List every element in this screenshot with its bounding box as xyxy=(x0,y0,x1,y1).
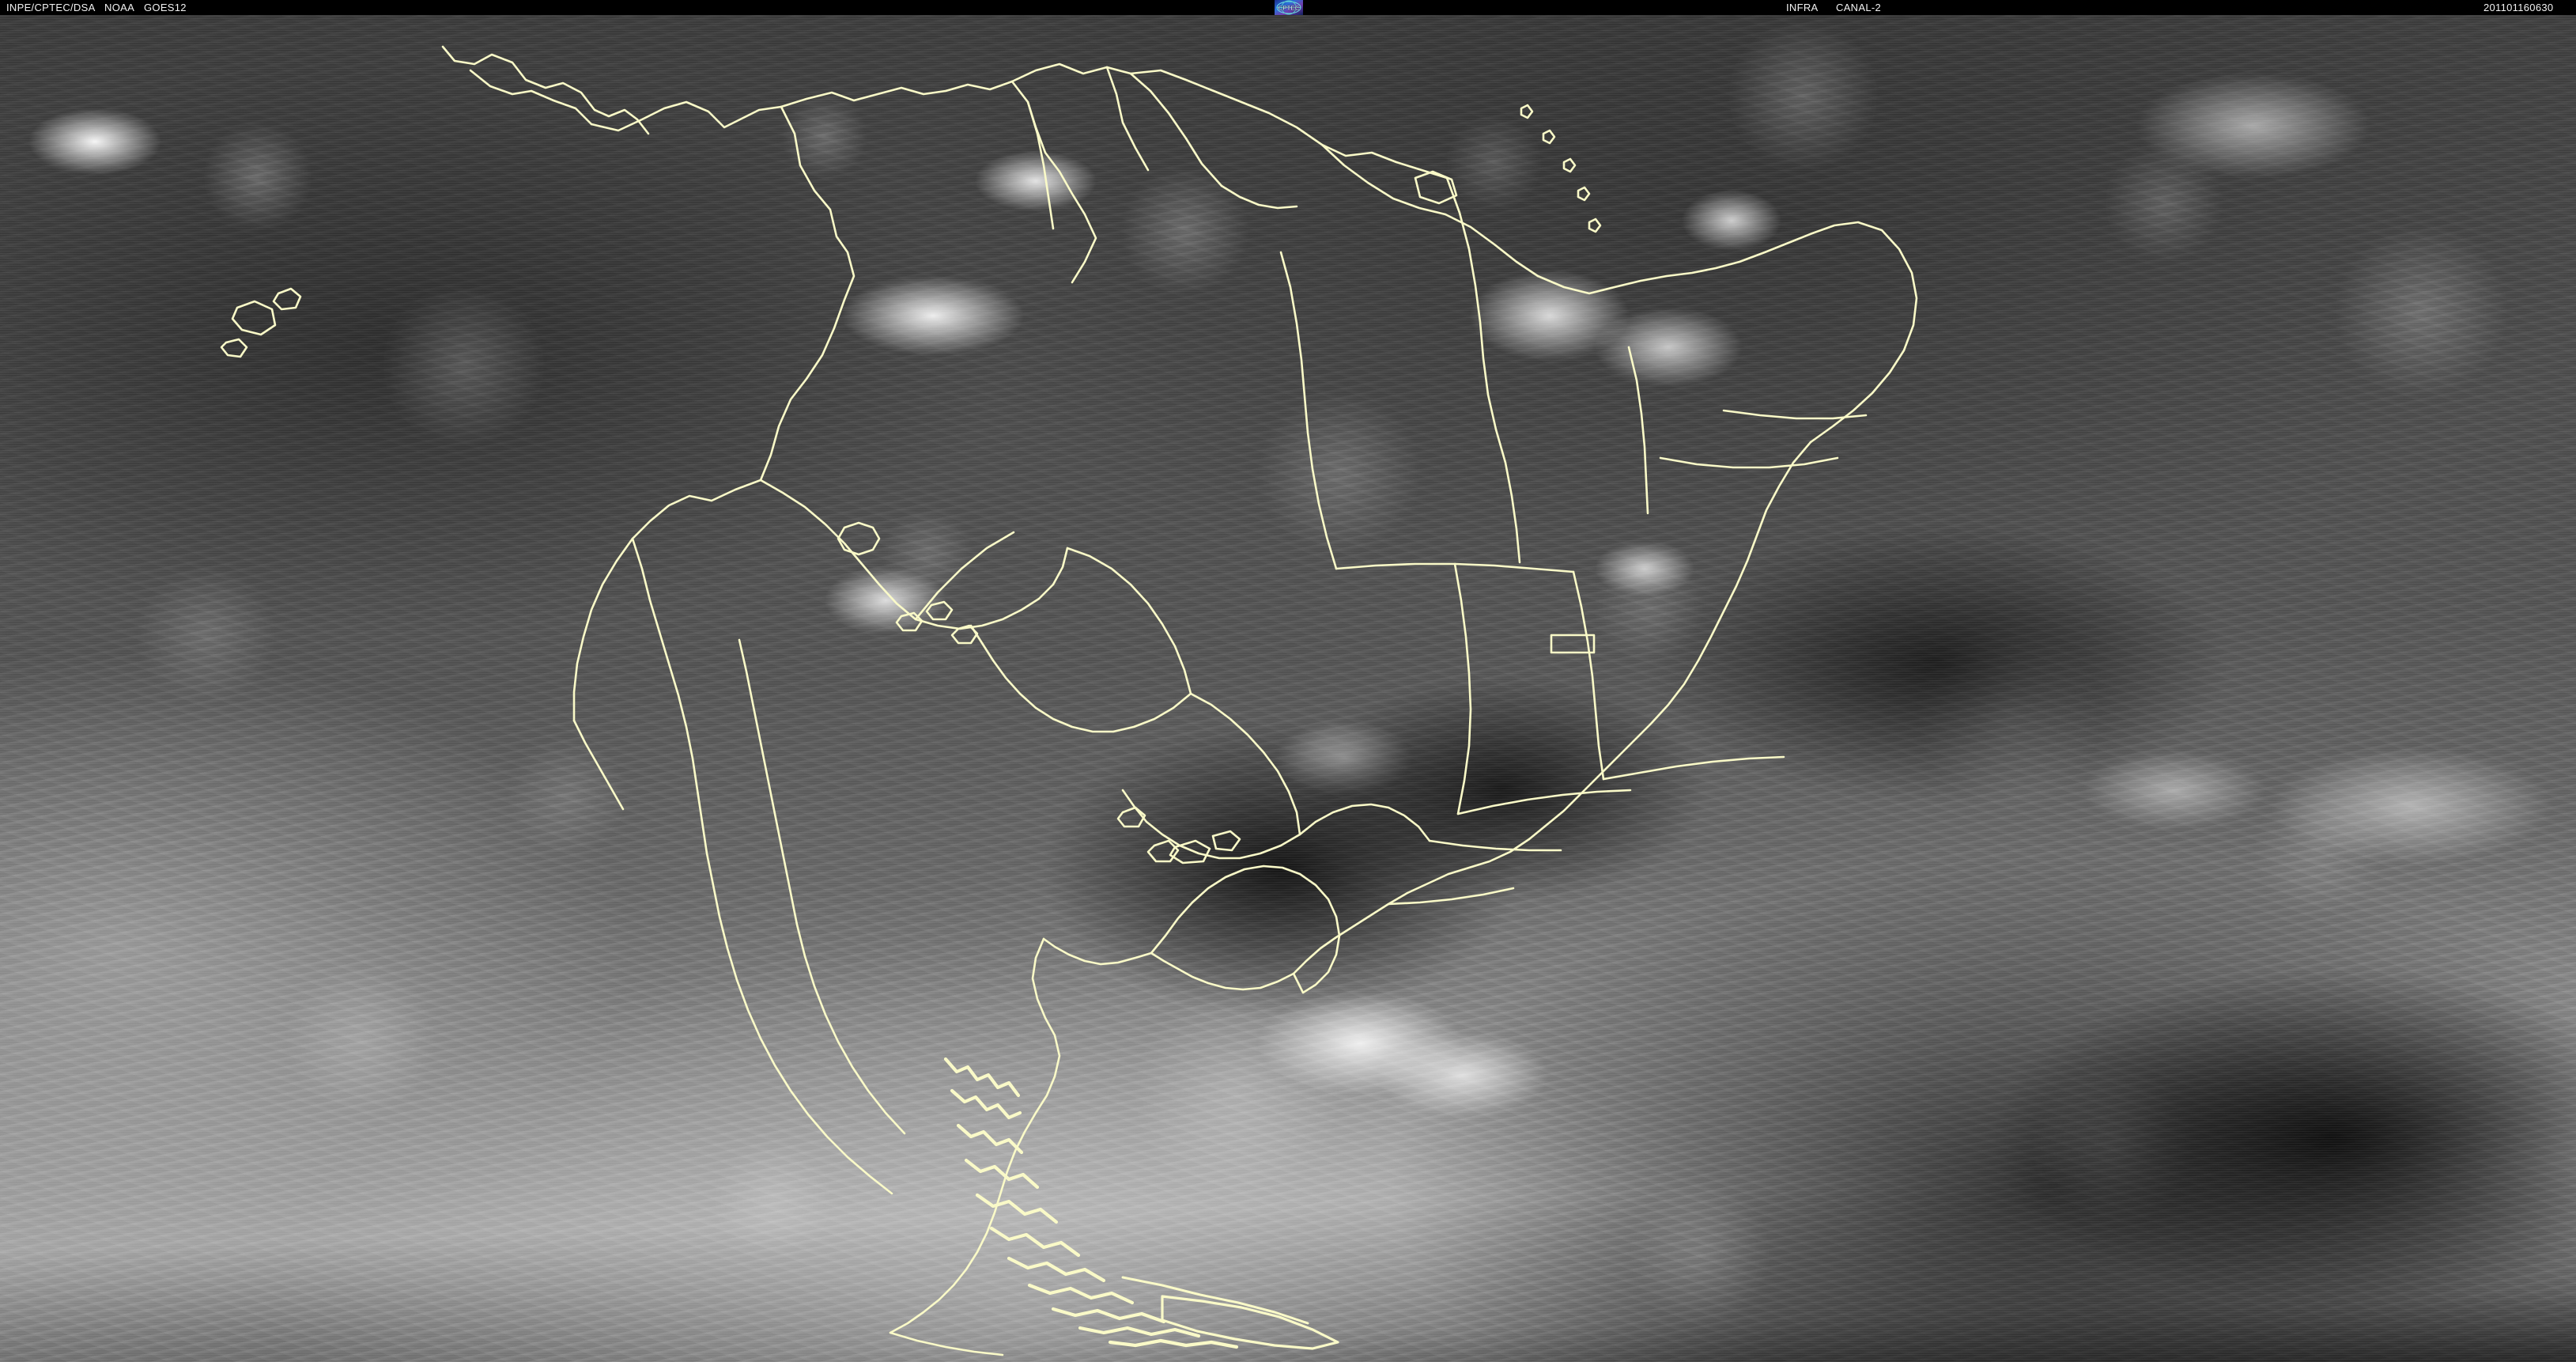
svg-text:CPTEC: CPTEC xyxy=(1278,5,1299,12)
agency-label: INPE/CPTEC/DSA xyxy=(6,2,96,13)
satellite-label: GOES12 xyxy=(144,2,187,13)
sensor-scanline-noise xyxy=(0,15,2576,1362)
timestamp-label: 201101160630 xyxy=(2483,2,2554,13)
channel-label: CANAL-2 xyxy=(1836,2,1882,13)
space-background xyxy=(0,15,2576,1362)
product-label: INFRA xyxy=(1786,2,1819,13)
operator-label: NOAA xyxy=(104,2,135,13)
earth-disc xyxy=(0,15,2576,1362)
cptec-logo-icon: CPTEC xyxy=(1275,0,1303,15)
